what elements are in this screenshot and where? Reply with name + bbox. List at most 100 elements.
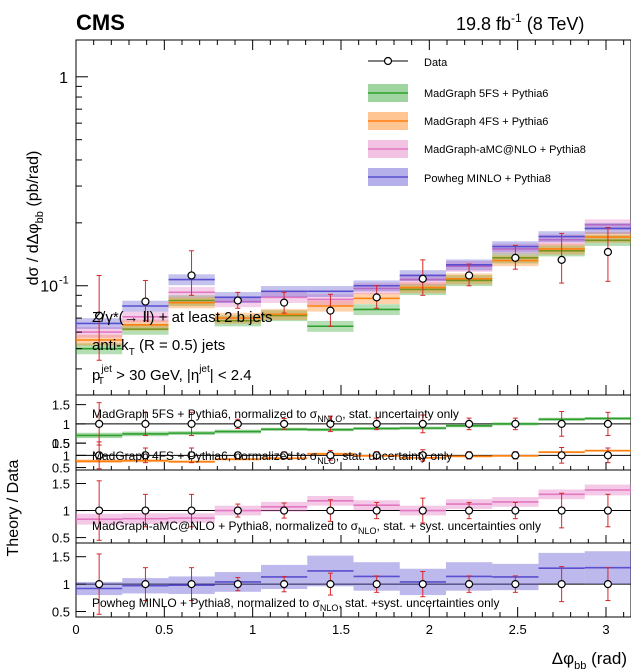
legend-item-powheg: Powheg MINLO + Pythia8 — [368, 168, 551, 186]
ratio-data-point-3-2 — [187, 580, 196, 589]
main-y-axis: 1 10 -1 — [40, 40, 625, 396]
ratio-data-point-3-11 — [603, 580, 613, 589]
main-data-point-2 — [187, 271, 196, 280]
main-y-tick-label-0p1: 10 — [40, 279, 58, 296]
ratio-data-point-0-2 — [187, 419, 196, 428]
selection-line-2-b: (R = 0.5) jets — [135, 337, 225, 354]
ratio-3-text-sub: NLO — [358, 526, 377, 536]
ratio-data-point-2-8 — [464, 506, 474, 515]
main-y-tick-label-1: 1 — [59, 70, 68, 87]
ratio-data-point-3-5 — [326, 580, 335, 589]
main-data-point-0 — [95, 311, 104, 320]
ratio-data-point-3-10 — [557, 580, 566, 589]
x-axis-label-unit: (rad) — [586, 649, 627, 668]
ratio-data-point-1-11 — [603, 451, 613, 460]
ratio-data-point-0-4 — [280, 419, 289, 428]
ratio-1-text-b: , stat. uncertainty only — [342, 407, 459, 421]
ratio-data-point-0-8 — [464, 419, 474, 428]
legend-label-powheg: Powheg MINLO + Pythia8 — [424, 173, 551, 185]
ratio-4-text-a: Powheg MINLO + Pythia8, normalized to σ — [92, 596, 320, 610]
main-y-label-main: dσ / dΔφ — [25, 223, 42, 285]
x-tick-label-0: 0 — [72, 622, 79, 637]
main-data-point-1 — [141, 297, 150, 306]
ratio-data-point-1-6 — [372, 451, 381, 460]
main-data-point-11 — [603, 247, 613, 257]
main-panel: 1 10 -1 dσ / dΔφbb (pb/rad) Z/γ*(→ ll) + a… — [25, 39, 631, 396]
ratio-data-point-1-8 — [464, 451, 474, 460]
ratio-2-text-b: , stat. uncertainty only — [336, 449, 453, 463]
ratio-panel-mg5fs: 0.5 1 1.5 — [52, 398, 631, 451]
main-y-tick-label-0p1-exp: -1 — [59, 275, 69, 287]
main-data-point-6 — [372, 293, 381, 302]
main-prediction-bands — [76, 219, 631, 355]
ratio-data-point-0-0 — [95, 419, 104, 428]
ratio-panel-amc: 0.5 1 1.5 — [52, 477, 631, 546]
x-axis-label: Δφbb (rad) — [552, 649, 627, 670]
ratio-data-point-0-7 — [418, 419, 427, 428]
ratio-data-point-3-1 — [141, 580, 150, 589]
legend-item-mg5fs: MadGraph 5FS + Pythia6 — [368, 84, 548, 102]
x-tick-label-3: 1.5 — [332, 622, 350, 637]
main-data-point-8 — [464, 271, 474, 280]
ratio-data-point-2-1 — [141, 506, 150, 515]
ratio-panel-mg4fs: 0.511.5 — [52, 436, 631, 476]
ratio-data-point-0-5 — [326, 419, 335, 428]
ratio-2-text-sub: NLO — [317, 456, 336, 466]
x-axis-label-main: Δφ — [552, 649, 574, 668]
ratio-data-point-3-7 — [418, 580, 427, 589]
ratio-1-text-a: MadGraph 5FS + Pythia6, normalized to σ — [92, 407, 318, 421]
ratio-data-point-3-0 — [95, 580, 104, 589]
ratio-data-point-3-6 — [372, 580, 381, 589]
main-y-label: dσ / dΔφbb (pb/rad) — [25, 151, 46, 286]
legend-item-data: Data — [368, 56, 448, 69]
main-data-point-10 — [557, 255, 566, 264]
ratio-y-label: Theory / Data — [5, 459, 22, 556]
ratio-data-point-1-0 — [95, 451, 104, 460]
legend: Data MadGraph 5FS + Pythia6 MadGraph 4FS… — [368, 56, 586, 186]
ratio-data-point-2-2 — [187, 506, 196, 515]
ratio-data-point-2-11 — [603, 506, 613, 515]
legend-item-mg4fs: MadGraph 4FS + Pythia6 — [368, 112, 548, 130]
selection-line-1: Z/γ*(→ ll) + at least 2 b jets — [92, 309, 272, 326]
ratio-y-tick-label-3-1: 1 — [63, 577, 70, 592]
ratio-y-tick-label-2-2: 1.5 — [52, 477, 70, 492]
ratio-data-point-2-7 — [418, 506, 427, 515]
ratio-y-tick-label-3-2: 1.5 — [52, 550, 70, 565]
ratio-data-point-2-0 — [95, 506, 104, 515]
selection-line-3-sup2: jet — [198, 364, 210, 375]
x-tick-label-6: 3 — [602, 622, 609, 637]
legend-label-mg4fs: MadGraph 4FS + Pythia6 — [424, 116, 548, 128]
ratio-2-text-a: MadGraph 4FS + Pythia6, normalized to σ — [92, 449, 318, 463]
ratio-data-point-1-5 — [326, 451, 335, 460]
main-y-label-sub: bb — [34, 211, 46, 223]
legend-label-mg5fs: MadGraph 5FS + Pythia6 — [424, 88, 548, 100]
ratio-data-point-1-7 — [418, 451, 427, 460]
ratio-data-point-2-3 — [233, 506, 242, 515]
lumi-value: 19.8 fb — [456, 14, 511, 34]
ratio-data-point-1-2 — [187, 451, 196, 460]
ratio-data-point-2-6 — [372, 506, 381, 515]
x-axis-label-sub: bb — [574, 660, 586, 670]
lumi-label: 19.8 fb-1 (8 TeV) — [456, 11, 584, 34]
ratio-data-point-2-5 — [326, 506, 335, 515]
ratio-3-text-a: MadGraph-aMC@NLO + Pythia8, normalized t… — [92, 519, 359, 533]
ratio-4-text-b: , stat. +syst. uncertainties only — [338, 596, 499, 610]
main-data-point-4 — [280, 298, 289, 307]
main-data-points — [95, 226, 613, 361]
ratio-data-point-3-8 — [464, 580, 474, 589]
ratio-y-tick-label-1-2: 1.5 — [52, 436, 70, 451]
ratio-data-point-1-3 — [233, 451, 242, 460]
legend-label-data: Data — [424, 57, 448, 69]
ratio-y-tick-label-1-1: 1 — [63, 448, 70, 463]
lumi-energy: (8 TeV) — [522, 14, 585, 34]
ratio-data-point-3-4 — [280, 580, 289, 589]
selection-line-3-b: > 30 GeV, |η — [112, 367, 199, 384]
main-data-point-5 — [326, 306, 335, 315]
ratio-y-tick-label-0-0: 0.5 — [52, 436, 70, 451]
ratio-3-text-b: , stat. + syst. uncertainties only — [377, 519, 541, 533]
ratio-1-text-sub: NNLO — [317, 414, 342, 424]
x-tick-label-1: 0.5 — [155, 622, 173, 637]
experiment-label: CMS — [76, 10, 125, 35]
selection-line-2-sub: T — [129, 347, 135, 358]
